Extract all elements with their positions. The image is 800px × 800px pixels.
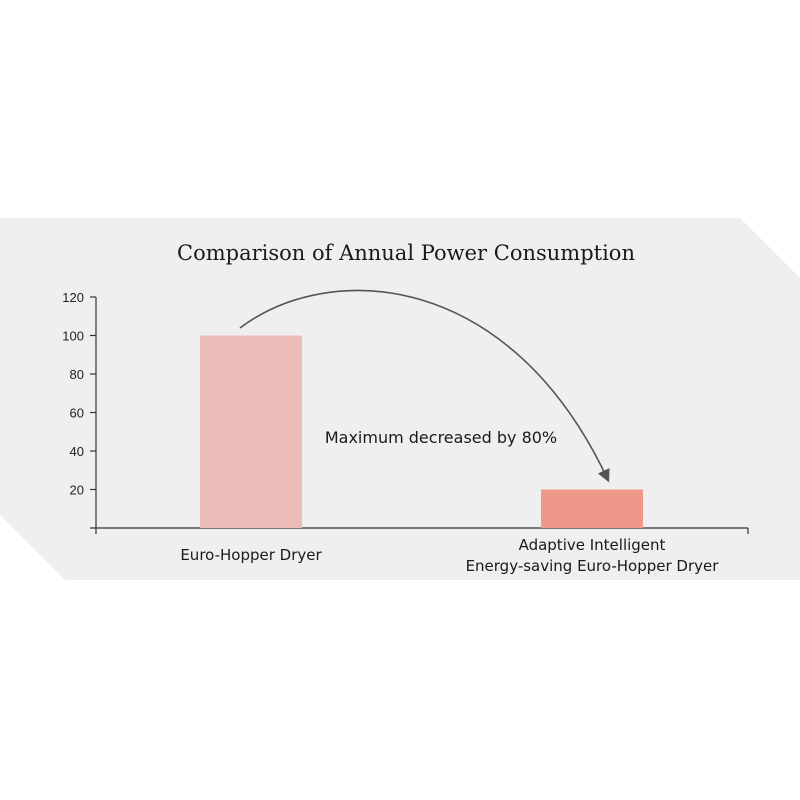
bars	[200, 335, 643, 528]
y-axis: 20 40 60 80 100 120	[62, 290, 97, 528]
y-tick-label: 60	[70, 406, 84, 421]
bar-1	[200, 335, 302, 528]
y-tick-label: 120	[62, 290, 84, 305]
category-labels: Euro-Hopper Dryer Adaptive Intelligent Ene…	[180, 536, 719, 575]
bar-2	[541, 489, 643, 528]
y-tick-label: 100	[62, 329, 84, 344]
y-tick-label: 20	[70, 483, 84, 498]
y-tick-label: 80	[70, 367, 84, 382]
category-label: Euro-Hopper Dryer	[180, 546, 322, 564]
annotation-text: Maximum decreased by 80%	[325, 428, 557, 447]
decrease-arrow	[239, 289, 610, 483]
chart-title: Comparison of Annual Power Consumption	[177, 241, 635, 265]
y-tick-label: 40	[70, 444, 84, 459]
category-label: Energy-saving Euro-Hopper Dryer	[466, 557, 720, 575]
chart-background-panel	[0, 218, 800, 580]
category-label: Adaptive Intelligent	[519, 536, 666, 554]
